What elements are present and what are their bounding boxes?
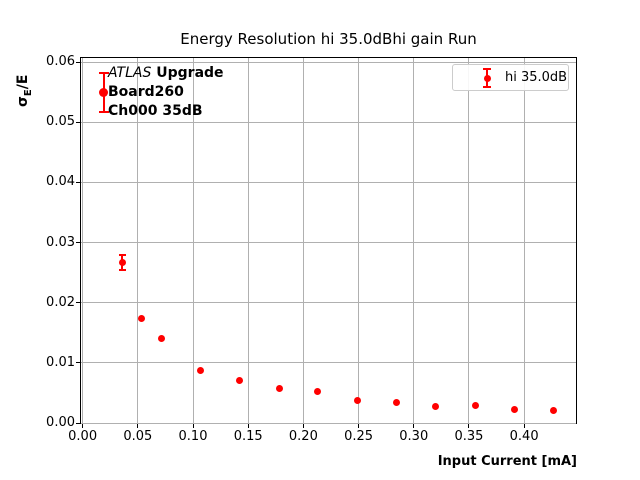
errorbar-cap bbox=[483, 68, 491, 70]
gridline-vertical bbox=[192, 58, 194, 423]
y-axis-label-rest: /E bbox=[15, 74, 31, 90]
annotation-line-2: Board260 bbox=[108, 84, 184, 100]
errorbar-cap bbox=[483, 86, 491, 88]
y-tick-mark bbox=[76, 362, 80, 364]
legend-errorbar-icon bbox=[477, 66, 497, 90]
x-tick-mark bbox=[247, 424, 249, 428]
y-axis-label-subscript: E bbox=[22, 89, 34, 97]
gridline-vertical bbox=[302, 58, 304, 423]
x-tick-label: 0.40 bbox=[509, 429, 539, 444]
gridline-vertical bbox=[82, 58, 84, 423]
errorbar-cap bbox=[98, 110, 109, 113]
y-tick-mark bbox=[76, 121, 80, 123]
x-tick-label: 0.20 bbox=[288, 429, 318, 444]
y-tick-label: 0.05 bbox=[46, 114, 75, 130]
gridline-vertical bbox=[247, 58, 249, 423]
y-axis-label: σE/E bbox=[15, 75, 34, 107]
data-point-marker bbox=[118, 258, 126, 266]
data-point-marker bbox=[472, 402, 480, 410]
data-point-marker bbox=[550, 406, 558, 414]
y-tick-label: 0.06 bbox=[46, 54, 75, 70]
data-point-marker bbox=[510, 405, 518, 413]
x-tick-label: 0.05 bbox=[123, 429, 153, 444]
data-point-marker bbox=[432, 402, 440, 410]
y-tick-mark bbox=[76, 61, 80, 63]
x-tick-mark bbox=[137, 424, 139, 428]
x-axis-label: Input Current [mA] bbox=[437, 454, 577, 469]
annotation-text-block: ATLAS Upgrade Board260 Ch000 35dB bbox=[108, 64, 224, 121]
gridline-horizontal bbox=[81, 242, 576, 244]
y-tick-label: 0.04 bbox=[46, 174, 75, 190]
data-point-marker bbox=[197, 366, 205, 374]
x-tick-mark bbox=[302, 424, 304, 428]
x-tick-label: 0.00 bbox=[68, 429, 98, 444]
x-tick-label: 0.30 bbox=[399, 429, 429, 444]
y-tick-mark bbox=[76, 181, 80, 183]
data-point-marker bbox=[99, 87, 109, 97]
gridline-vertical bbox=[413, 58, 415, 423]
gridline-horizontal bbox=[81, 181, 576, 183]
annotation-line-1: ATLAS Upgrade bbox=[108, 64, 224, 83]
gridline-vertical bbox=[137, 58, 139, 423]
gridline-horizontal bbox=[81, 302, 576, 304]
data-point-marker bbox=[275, 384, 283, 392]
errorbar-cap bbox=[98, 72, 109, 75]
errorbar-cap bbox=[118, 254, 126, 257]
x-tick-mark bbox=[358, 424, 360, 428]
x-tick-label: 0.15 bbox=[233, 429, 263, 444]
y-axis-label-sigma: σ bbox=[15, 96, 31, 107]
gridline-horizontal bbox=[81, 362, 576, 364]
x-tick-label: 0.35 bbox=[454, 429, 484, 444]
y-tick-label: 0.02 bbox=[46, 294, 75, 310]
gridline-vertical bbox=[523, 58, 525, 423]
data-point-marker bbox=[314, 388, 322, 396]
chart-title: Energy Resolution hi 35.0dBhi gain Run bbox=[180, 30, 477, 48]
annotation-upgrade-label: Upgrade bbox=[151, 65, 224, 81]
gridline-vertical bbox=[468, 58, 470, 423]
x-tick-label: 0.25 bbox=[344, 429, 374, 444]
y-tick-mark bbox=[76, 422, 80, 424]
data-point-marker bbox=[353, 397, 361, 405]
y-tick-mark bbox=[76, 242, 80, 244]
data-point-marker bbox=[157, 334, 165, 342]
plot-area: ATLAS Upgrade Board260 Ch000 35dB bbox=[80, 57, 577, 424]
x-tick-mark bbox=[413, 424, 415, 428]
y-tick-mark bbox=[76, 302, 80, 304]
x-tick-label: 0.10 bbox=[178, 429, 208, 444]
data-point-marker bbox=[235, 377, 243, 385]
x-tick-mark bbox=[468, 424, 470, 428]
data-point-marker bbox=[137, 315, 145, 323]
annotation-atlas-label: ATLAS bbox=[108, 65, 152, 81]
errorbar-cap bbox=[118, 268, 126, 271]
y-tick-label: 0.00 bbox=[46, 415, 75, 430]
annotation-line-3: Ch000 35dB bbox=[108, 103, 203, 119]
x-tick-mark bbox=[82, 424, 84, 428]
gridline-vertical bbox=[358, 58, 360, 423]
legend-entry-label: hi 35.0dB bbox=[505, 70, 568, 85]
x-tick-mark bbox=[523, 424, 525, 428]
legend-box: hi 35.0dB bbox=[452, 64, 569, 91]
y-tick-label: 0.01 bbox=[46, 354, 75, 370]
x-tick-mark bbox=[192, 424, 194, 428]
data-point-marker bbox=[392, 399, 400, 407]
data-point-marker bbox=[483, 74, 491, 82]
gridline-horizontal bbox=[81, 61, 576, 63]
y-tick-label: 0.03 bbox=[46, 234, 75, 250]
gridline-horizontal bbox=[81, 422, 576, 424]
gridline-horizontal bbox=[81, 121, 576, 123]
